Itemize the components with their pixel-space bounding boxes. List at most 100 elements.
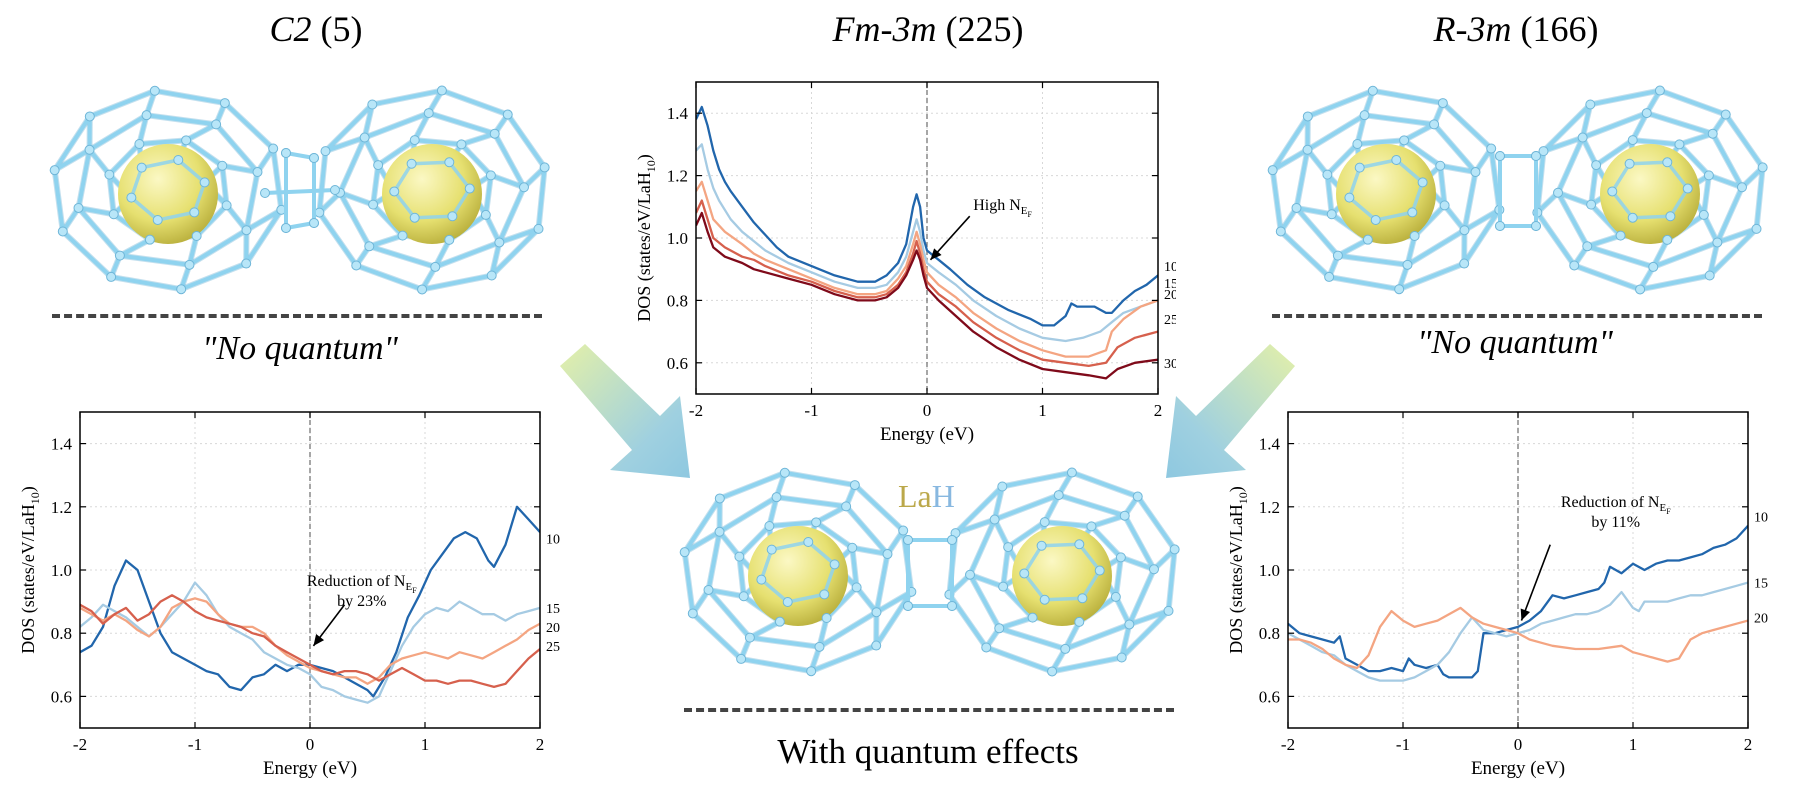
h-atom <box>1019 568 1030 579</box>
lattice-bond-front <box>447 160 472 191</box>
h-atom <box>779 467 790 478</box>
lattice-bond <box>87 147 112 177</box>
lattice-bond <box>1651 237 1670 269</box>
lattice-bond <box>992 484 1005 522</box>
h-atom <box>114 250 125 261</box>
h-atom <box>1407 207 1418 218</box>
lattice-bond <box>1069 470 1140 499</box>
h-atom <box>679 547 690 558</box>
lattice-bond <box>1589 202 1623 238</box>
lattice-bond <box>370 88 444 107</box>
lattice-bond-front <box>1080 568 1102 601</box>
series-end-label: 100 GPa <box>1754 510 1768 525</box>
lattice-bond <box>244 207 284 233</box>
h-atom <box>57 226 68 237</box>
x-axis-label: Energy (eV) <box>1471 758 1565 779</box>
caption-with-quantum: With quantum effects <box>777 732 1079 771</box>
lattice-bond <box>1335 253 1410 267</box>
h-atom <box>1094 565 1105 576</box>
lattice-bond <box>1405 228 1467 267</box>
h-atom <box>106 271 117 282</box>
series-end-label: 150 GPa <box>1164 277 1176 292</box>
h-atom <box>1531 151 1541 161</box>
lattice-bond <box>1089 513 1127 529</box>
lattice-bond <box>1535 210 1577 268</box>
h-atom <box>1736 182 1747 193</box>
lattice-bond <box>87 88 157 119</box>
lattice-bond <box>1006 520 1047 550</box>
lattice-bond <box>323 102 375 154</box>
lattice-bond <box>1305 88 1375 119</box>
h-atom <box>84 144 95 155</box>
lattice-bond <box>489 226 541 278</box>
lattice-bond <box>968 572 1006 589</box>
series-line-200-gpa <box>1288 606 1748 670</box>
annotation-text-line2: by 23% <box>337 593 386 610</box>
lattice-bond <box>179 261 249 292</box>
h-atom <box>1627 135 1638 146</box>
lattice-bond <box>968 572 1002 631</box>
h-atom <box>994 623 1005 634</box>
lattice-bond-front <box>129 195 160 222</box>
h-atom <box>281 223 291 233</box>
lattice-bond <box>1438 163 1447 208</box>
title-right: R-3m (166) <box>1376 8 1656 50</box>
lattice-bond-front <box>806 540 837 567</box>
lattice-bond <box>737 554 746 599</box>
y-axis-label: DOS (states/eV/LaH10) <box>1226 486 1250 653</box>
lattice-bond <box>214 122 260 175</box>
series-line-100-gpa <box>1288 525 1748 679</box>
h-atom <box>1391 154 1402 165</box>
h-atom <box>687 608 698 619</box>
lattice-bond <box>1278 229 1332 279</box>
lattice-bond <box>854 585 879 615</box>
h-atom <box>1582 241 1593 252</box>
x-axis-label: Energy (eV) <box>880 424 974 445</box>
annotation-text-line2: by 11% <box>1591 514 1640 531</box>
h-atom <box>1003 542 1014 553</box>
y-tick-label: 1.4 <box>667 104 689 123</box>
y-tick-label: 0.8 <box>1259 624 1280 643</box>
h-atom <box>184 259 195 270</box>
h-atom <box>1538 146 1549 157</box>
lattice-bond-front <box>1610 161 1632 194</box>
h-atom <box>771 492 782 503</box>
h-atom <box>898 525 909 536</box>
y-tick-label: 1.0 <box>51 561 72 580</box>
lattice-bond <box>367 244 438 269</box>
chart-right: -2 -1 0 1 2 0.6 0.8 1.0 1.2 1.4 Energy (eV) DOS (st… <box>1226 411 1768 779</box>
lattice-bond <box>1166 547 1177 613</box>
h-atom <box>1352 139 1363 150</box>
h-atom <box>803 536 814 547</box>
h-atom <box>409 212 420 223</box>
h-atom <box>871 607 882 618</box>
y-tick-label: 1.0 <box>1259 561 1280 580</box>
h-atom <box>764 521 775 532</box>
lattice-bond <box>1723 112 1765 170</box>
lattice-bond <box>376 138 417 168</box>
lattice-bond <box>1294 205 1334 217</box>
lattice-bond <box>420 273 494 292</box>
h-atom <box>1682 183 1693 194</box>
lattice-bond <box>1594 138 1635 168</box>
h-atom <box>849 480 860 491</box>
lattice-bond <box>76 147 92 210</box>
h-atom <box>1698 209 1709 220</box>
h-atom <box>494 237 505 248</box>
h-atom <box>1367 85 1378 96</box>
h-atom <box>444 234 455 245</box>
lattice-bond <box>187 228 249 267</box>
h-atom <box>1707 128 1718 139</box>
h-atom <box>1066 467 1077 478</box>
lattice-bond-front <box>1610 189 1635 220</box>
h-atom <box>1757 162 1768 173</box>
h-atom <box>456 139 467 150</box>
x-tick-label: 1 <box>1038 401 1047 420</box>
series-line-250-gpa <box>696 199 1158 368</box>
lattice-bond <box>1710 131 1744 190</box>
lattice-bond <box>220 163 260 175</box>
y-tick-label: 1.2 <box>1259 498 1280 517</box>
lattice-bond <box>536 165 547 231</box>
x-tick-label: 2 <box>1154 401 1163 420</box>
lattice-bond <box>1305 113 1367 152</box>
